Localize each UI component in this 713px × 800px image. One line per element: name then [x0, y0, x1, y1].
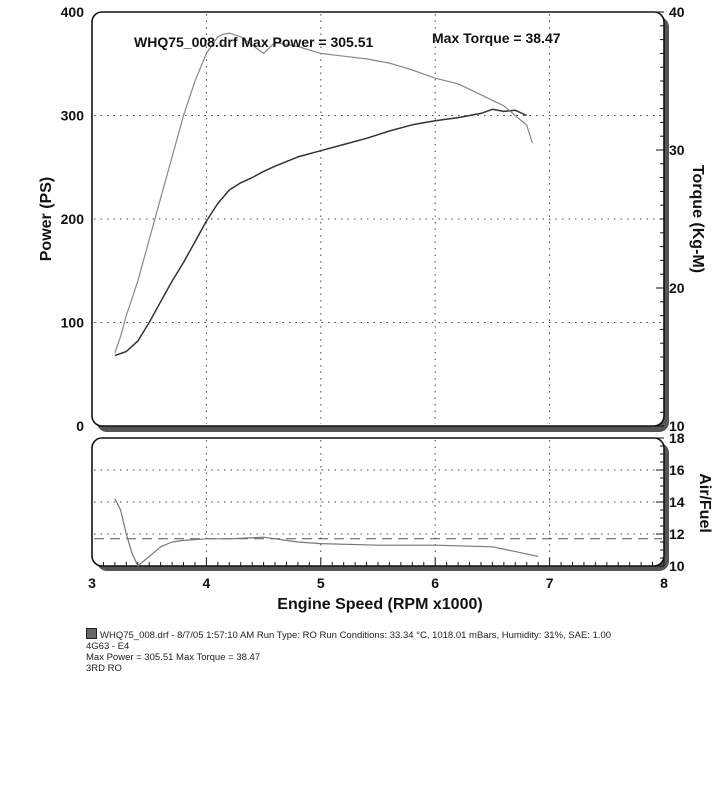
- power-torque-chart: 0 100 200 300 400 10 20 30 40 WHQ75_008.drf Max …: [38, 4, 706, 434]
- y2-axis-label: Torque (Kg-M): [689, 165, 706, 273]
- bottom-panel: [91, 437, 665, 567]
- legend-swatch: [86, 628, 97, 639]
- af-tick-label: 12: [669, 526, 685, 542]
- y-axis-label: Power (PS): [38, 177, 55, 261]
- torque-series-line: [114, 32, 533, 354]
- top-series-group: [114, 32, 533, 357]
- bottom-tick-labels: 10 12 14 16 18 3 4 5 6 7 8: [88, 430, 685, 591]
- run-info-line: WHQ75_008.drf - 8/7/05 1:57:10 AM Run Ty…: [86, 628, 686, 641]
- max-values-text: Max Power = 305.51 Max Torque = 38.47: [86, 652, 261, 663]
- chart-subtitle: Max Torque = 38.47: [432, 30, 561, 46]
- torque-tick-label: 30: [669, 142, 685, 158]
- af-tick-label: 16: [669, 462, 685, 478]
- af-tick-label: 14: [669, 494, 685, 510]
- air-fuel-chart: 10 12 14 16 18 3 4 5 6 7 8 Engine Speed (RPM x1000…: [88, 430, 713, 613]
- run-label-text: 3RD RO: [86, 663, 122, 674]
- rpm-tick-label: 8: [660, 575, 668, 591]
- power-tick-label: 100: [61, 315, 85, 331]
- power-tick-label: 200: [61, 211, 85, 227]
- rpm-tick-label: 6: [431, 575, 439, 591]
- rpm-tick-label: 3: [88, 575, 96, 591]
- torque-tick-label: 40: [669, 4, 685, 20]
- power-tick-label: 0: [76, 418, 84, 434]
- rpm-tick-label: 4: [203, 575, 211, 591]
- air-fuel-axis-label: Air/Fuel: [696, 473, 713, 533]
- bottom-series-group: [94, 498, 662, 567]
- top-gridlines: [94, 11, 664, 427]
- run-details-text: WHQ75_008.drf - 8/7/05 1:57:10 AM Run Ty…: [100, 630, 612, 641]
- run-info-footer: WHQ75_008.drf - 8/7/05 1:57:10 AM Run Ty…: [86, 628, 686, 674]
- engine-code-text: 4G63 - E4: [86, 641, 130, 652]
- top-tick-labels: 0 100 200 300 400 10 20 30 40: [61, 4, 685, 434]
- torque-tick-label: 10: [669, 418, 685, 434]
- rpm-tick-label: 5: [317, 575, 325, 591]
- top-panel: [91, 11, 665, 427]
- rpm-tick-label: 7: [546, 575, 554, 591]
- power-series-line: [114, 108, 528, 357]
- power-tick-label: 400: [61, 4, 85, 20]
- chart-title: WHQ75_008.drf Max Power = 305.51: [134, 34, 373, 50]
- power-tick-label: 300: [61, 108, 85, 124]
- af-tick-label: 10: [669, 558, 685, 574]
- bottom-gridlines: [94, 437, 665, 567]
- torque-tick-label: 20: [669, 280, 685, 296]
- af-tick-label: 18: [669, 430, 685, 446]
- air-fuel-series-line: [114, 498, 539, 567]
- x-axis-label: Engine Speed (RPM x1000): [277, 596, 482, 613]
